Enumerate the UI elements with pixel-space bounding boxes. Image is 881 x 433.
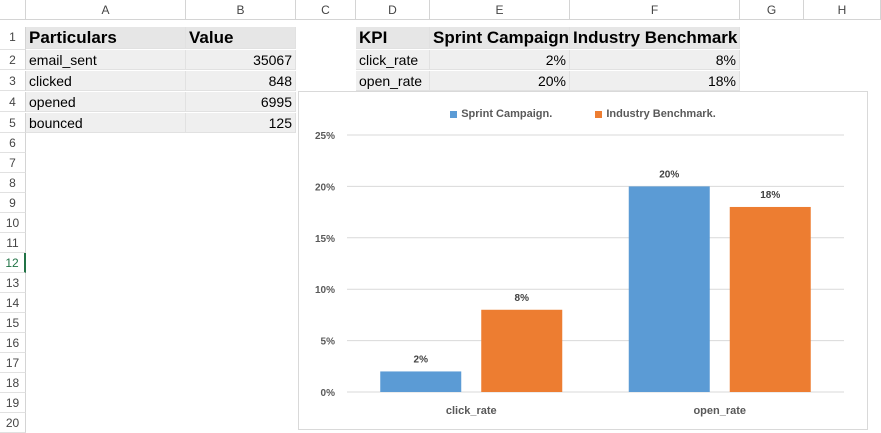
row-header[interactable]: 11 — [0, 233, 26, 253]
table2-cell-sprint[interactable]: 20% — [430, 71, 570, 91]
column-header-h[interactable]: H — [804, 0, 881, 20]
bar — [628, 186, 710, 392]
legend-item-benchmark[interactable]: Industry Benchmark. — [595, 108, 716, 120]
table2-cell-benchmark[interactable]: 18% — [570, 71, 740, 91]
y-tick-label: 15% — [315, 234, 335, 245]
row-header[interactable]: 7 — [0, 153, 26, 173]
row-header[interactable]: 13 — [0, 273, 26, 293]
column-header-c[interactable]: C — [296, 0, 356, 20]
legend-label-sprint: Sprint Campaign. — [461, 108, 553, 120]
table1-cell-label[interactable]: opened — [26, 92, 186, 112]
column-header-a[interactable]: A — [26, 0, 186, 20]
bar — [481, 309, 563, 392]
column-header-e[interactable]: E — [430, 0, 570, 20]
table2-header-kpi[interactable]: KPI — [356, 27, 430, 49]
row-header[interactable]: 8 — [0, 173, 26, 193]
table1-cell-value[interactable]: 848 — [186, 71, 296, 91]
row-header[interactable]: 16 — [0, 333, 26, 353]
row-header[interactable]: 4 — [0, 92, 26, 112]
legend-item-sprint[interactable]: Sprint Campaign. — [450, 108, 552, 120]
table2-header-sprint[interactable]: Sprint Campaign — [430, 27, 570, 49]
y-tick-label: 0% — [321, 388, 336, 399]
row-header[interactable]: 6 — [0, 133, 26, 153]
data-label: 18% — [760, 190, 780, 201]
row-header[interactable]: 3 — [0, 71, 26, 91]
table1-cell-label[interactable]: clicked — [26, 71, 186, 91]
chart-plot-area: 0% 5% 10% 15% 20% 25% 2% 8% click_rate 20% 18% open… — [315, 131, 844, 417]
column-header-d[interactable]: D — [356, 0, 430, 20]
table1-cell-label[interactable]: email_sent — [26, 50, 186, 70]
y-tick-label: 5% — [321, 337, 336, 348]
row-header[interactable]: 17 — [0, 353, 26, 373]
table1-header-value[interactable]: Value — [186, 27, 296, 49]
row-header[interactable]: 18 — [0, 373, 26, 393]
bar — [729, 206, 811, 392]
column-header-f[interactable]: F — [570, 0, 740, 20]
table2-cell-sprint[interactable]: 2% — [430, 50, 570, 70]
table2-header-benchmark[interactable]: Industry Benchmark — [570, 27, 740, 49]
data-label: 20% — [659, 169, 679, 180]
table1-cell-value[interactable]: 125 — [186, 113, 296, 133]
data-label: 8% — [515, 293, 530, 304]
table2-cell-kpi[interactable]: open_rate — [356, 71, 430, 91]
chart-legend[interactable]: Sprint Campaign. Industry Benchmark. — [299, 108, 867, 120]
row-header[interactable]: 10 — [0, 213, 26, 233]
y-tick-label: 25% — [315, 131, 335, 142]
row-header[interactable]: 12 — [0, 253, 26, 273]
table1-cell-label[interactable]: bounced — [26, 113, 186, 133]
row-header[interactable]: 19 — [0, 393, 26, 413]
row-header[interactable]: 2 — [0, 50, 26, 70]
table2-cell-kpi[interactable]: click_rate — [356, 50, 430, 70]
row-header[interactable]: 1 — [0, 27, 26, 50]
bar-chart[interactable]: Sprint Campaign. Industry Benchmark. 0% 5… — [298, 91, 868, 430]
bar — [380, 371, 462, 392]
x-tick-label: click_rate — [446, 405, 497, 417]
y-tick-label: 10% — [315, 285, 335, 296]
table1-header-particulars[interactable]: Particulars — [26, 27, 186, 49]
column-header-b[interactable]: B — [186, 0, 296, 20]
data-label: 2% — [414, 354, 429, 365]
y-tick-label: 20% — [315, 182, 335, 193]
row-header[interactable]: 9 — [0, 193, 26, 213]
table2-cell-benchmark[interactable]: 8% — [570, 50, 740, 70]
table1-cell-value[interactable]: 35067 — [186, 50, 296, 70]
row-header[interactable]: 20 — [0, 413, 26, 433]
select-all-corner[interactable] — [0, 0, 26, 20]
column-header-g[interactable]: G — [740, 0, 804, 20]
row-header[interactable]: 5 — [0, 113, 26, 133]
legend-swatch-benchmark — [595, 110, 603, 118]
row-header[interactable]: 14 — [0, 293, 26, 313]
table1-cell-value[interactable]: 6995 — [186, 92, 296, 112]
legend-label-benchmark: Industry Benchmark. — [606, 108, 716, 120]
row-header[interactable]: 15 — [0, 313, 26, 333]
legend-swatch-sprint — [450, 110, 458, 118]
x-tick-label: open_rate — [693, 405, 746, 417]
